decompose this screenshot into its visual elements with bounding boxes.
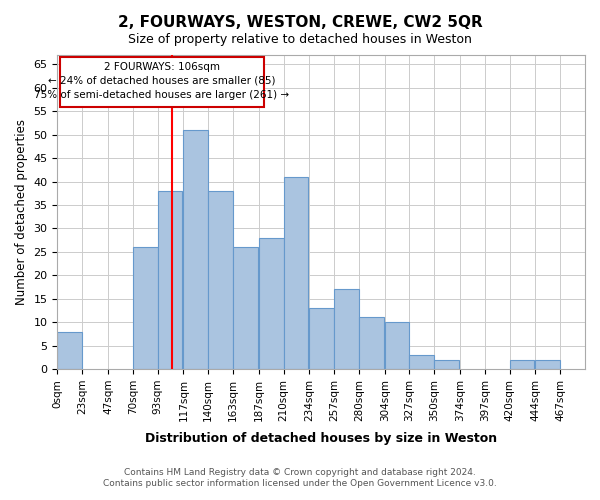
Bar [259,238,284,369]
Bar [359,318,383,369]
Text: 2 FOURWAYS: 106sqm: 2 FOURWAYS: 106sqm [104,62,220,72]
Text: Size of property relative to detached houses in Weston: Size of property relative to detached ho… [128,32,472,46]
Bar [509,360,535,369]
Bar [310,308,334,369]
Bar [58,332,82,369]
Bar [184,130,208,369]
Bar [434,360,459,369]
Bar [334,290,359,369]
Bar [133,247,158,369]
X-axis label: Distribution of detached houses by size in Weston: Distribution of detached houses by size … [145,432,497,445]
Bar [284,177,308,369]
Bar [535,360,560,369]
Text: Contains HM Land Registry data © Crown copyright and database right 2024.
Contai: Contains HM Land Registry data © Crown c… [103,468,497,487]
Bar [409,355,434,369]
Bar [208,191,233,369]
Bar [233,247,257,369]
FancyBboxPatch shape [59,58,264,106]
Text: ← 24% of detached houses are smaller (85): ← 24% of detached houses are smaller (85… [48,76,275,86]
Y-axis label: Number of detached properties: Number of detached properties [15,119,28,305]
Bar [385,322,409,369]
Bar [158,191,182,369]
Text: 2, FOURWAYS, WESTON, CREWE, CW2 5QR: 2, FOURWAYS, WESTON, CREWE, CW2 5QR [118,15,482,30]
Text: 75% of semi-detached houses are larger (261) →: 75% of semi-detached houses are larger (… [34,90,289,100]
